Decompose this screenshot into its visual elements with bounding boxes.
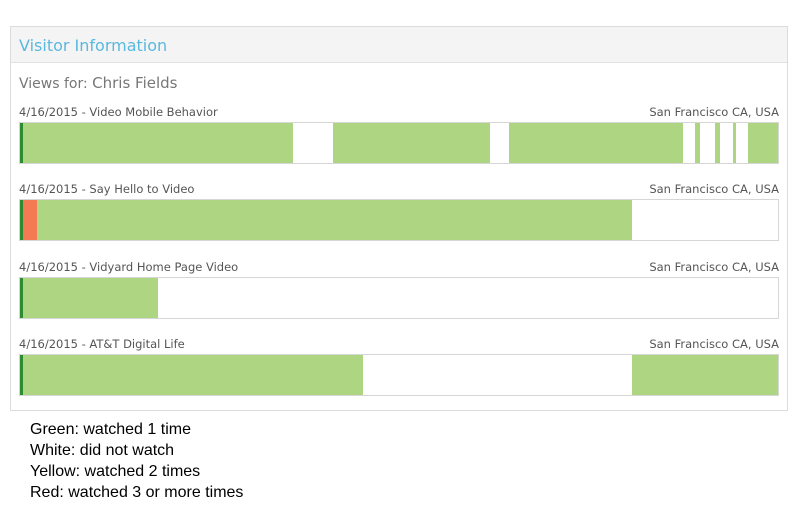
view-timeline-bar[interactable]: [19, 199, 779, 241]
timeline-start-marker: [20, 123, 23, 163]
video-location: San Francisco CA, USA: [649, 105, 779, 119]
timeline-start-marker: [20, 355, 23, 395]
video-title: 4/16/2015 - Video Mobile Behavior: [19, 105, 218, 119]
video-title: 4/16/2015 - Vidyard Home Page Video: [19, 260, 239, 274]
view-timeline-bar[interactable]: [19, 122, 779, 164]
video-row: 4/16/2015 - AT&T Digital Life San Franci…: [19, 337, 779, 402]
timeline-segment-watched-once: [20, 123, 293, 163]
legend-item-white: White: did not watch: [30, 442, 175, 459]
video-row: 4/16/2015 - Vidyard Home Page Video San …: [19, 260, 779, 325]
legend-item-green: Green: watched 1 time: [30, 421, 191, 438]
timeline-start-marker: [20, 278, 23, 318]
timeline-segment-watched-once: [20, 355, 363, 395]
timeline-segment-watched-once: [694, 123, 700, 163]
timeline-start-marker: [20, 200, 23, 240]
timeline-segment-watched-once: [20, 278, 158, 318]
timeline-segment-watched-three-plus: [20, 200, 37, 240]
views-for-line: Views for: Chris Fields: [19, 74, 177, 93]
timeline-segment-watched-once: [508, 123, 684, 163]
legend-item-yellow: Yellow: watched 2 times: [30, 463, 201, 480]
view-timeline-bar[interactable]: [19, 354, 779, 396]
panel-header: Visitor Information: [11, 27, 787, 63]
visitor-information-panel: Visitor Information Views for: Chris Fie…: [10, 26, 788, 411]
view-timeline-bar[interactable]: [19, 277, 779, 319]
video-location: San Francisco CA, USA: [649, 182, 779, 196]
video-row: 4/16/2015 - Say Hello to Video San Franc…: [19, 182, 779, 247]
video-title: 4/16/2015 - Say Hello to Video: [19, 182, 195, 196]
timeline-segment-watched-once: [36, 200, 633, 240]
timeline-segment-watched-once: [715, 123, 720, 163]
visitor-name: Chris Fields: [92, 74, 178, 92]
views-for-label: Views for:: [19, 76, 88, 92]
panel-title: Visitor Information: [19, 36, 168, 55]
timeline-segment-watched-once: [333, 123, 490, 163]
timeline-segment-watched-once: [632, 355, 778, 395]
video-location: San Francisco CA, USA: [649, 260, 779, 274]
color-legend: Green: watched 1 time White: did not wat…: [30, 419, 243, 503]
video-location: San Francisco CA, USA: [649, 337, 779, 351]
timeline-segment-watched-once: [747, 123, 778, 163]
legend-item-red: Red: watched 3 or more times: [30, 484, 244, 501]
video-row: 4/16/2015 - Video Mobile Behavior San Fr…: [19, 105, 779, 170]
timeline-segment-watched-once: [732, 123, 737, 163]
video-title: 4/16/2015 - AT&T Digital Life: [19, 337, 185, 351]
